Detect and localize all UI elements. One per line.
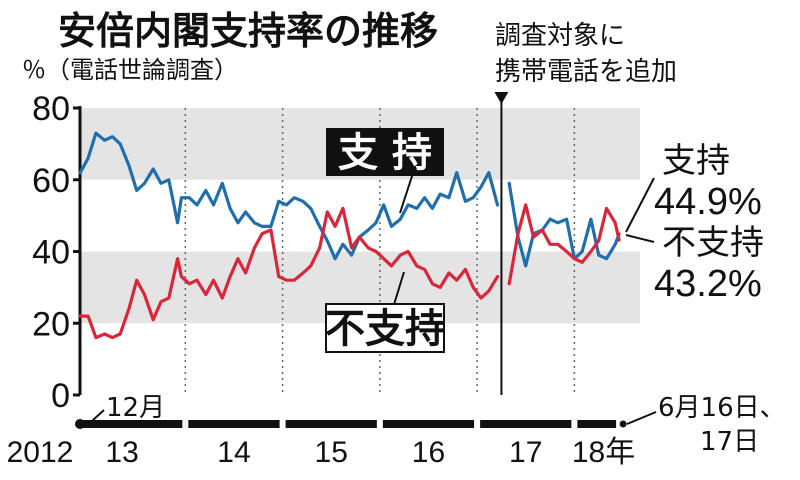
x-tick-label-1: 13 <box>105 436 138 469</box>
y-axis-ticks: 0 20 40 60 80 <box>32 90 80 415</box>
end-leader-nonsupport <box>625 234 655 243</box>
start-label: 12月 <box>106 393 165 423</box>
method-note-line-1: 調査対象に <box>495 21 625 51</box>
end-date-leader <box>626 411 657 425</box>
timeline-end-dot <box>619 420 627 428</box>
series-lines <box>78 131 621 340</box>
support-box-label: 支 持 <box>338 130 432 176</box>
start-leader-line <box>91 409 105 422</box>
x-tick-label-6: 18年 <box>572 436 635 469</box>
timeline-segment-3 <box>382 420 475 428</box>
y-tick-label-80: 80 <box>32 90 70 128</box>
chart-title: 安倍内閣支持率の推移 <box>58 9 438 53</box>
y-tick-label-20: 20 <box>32 305 70 343</box>
x-axis-ticks: 2012 13 14 15 16 17 18年 <box>7 436 636 469</box>
timeline-segment-0 <box>80 420 183 428</box>
support-end-value: 44.9% <box>654 181 762 223</box>
background-bands <box>80 108 640 324</box>
support-end-name: 支持 <box>662 141 730 181</box>
x-tick-label-0: 2012 <box>7 436 74 469</box>
timeline-segment-1 <box>188 420 280 428</box>
support-box <box>326 128 444 176</box>
x-tick-label-3: 15 <box>315 436 348 469</box>
method-change-marker <box>494 92 509 104</box>
series-line-support <box>78 131 621 268</box>
nonsupport-box-label: 不支持 <box>325 306 445 352</box>
y-tick-label-60: 60 <box>32 162 70 200</box>
y-tick-label-0: 0 <box>51 377 70 415</box>
timeline-segment-2 <box>285 420 377 428</box>
nonsupport-end-name: 不支持 <box>662 223 764 263</box>
x-tick-label-2: 14 <box>217 436 250 469</box>
nonsupport-end-value: 43.2% <box>654 263 762 305</box>
y-tick-label-40: 40 <box>32 234 70 272</box>
timeline-segment-4 <box>480 420 572 428</box>
end-date-line-1: 6月16日、 <box>658 393 786 423</box>
nonsupport-box <box>325 303 445 353</box>
support-leader-line <box>399 169 415 214</box>
timeline-segment-5 <box>577 420 617 428</box>
chart-subtitle: ％（電話世論調査） <box>22 56 238 84</box>
x-tick-label-5: 17 <box>509 436 542 469</box>
series-line-nonsupport <box>78 203 621 340</box>
method-note-line-2: 携帯電話を追加 <box>495 57 677 87</box>
timeline-bar <box>75 419 627 429</box>
end-date-line-2: 17日 <box>700 427 759 457</box>
x-tick-label-4: 16 <box>412 436 445 469</box>
end-leader-support <box>625 177 655 233</box>
